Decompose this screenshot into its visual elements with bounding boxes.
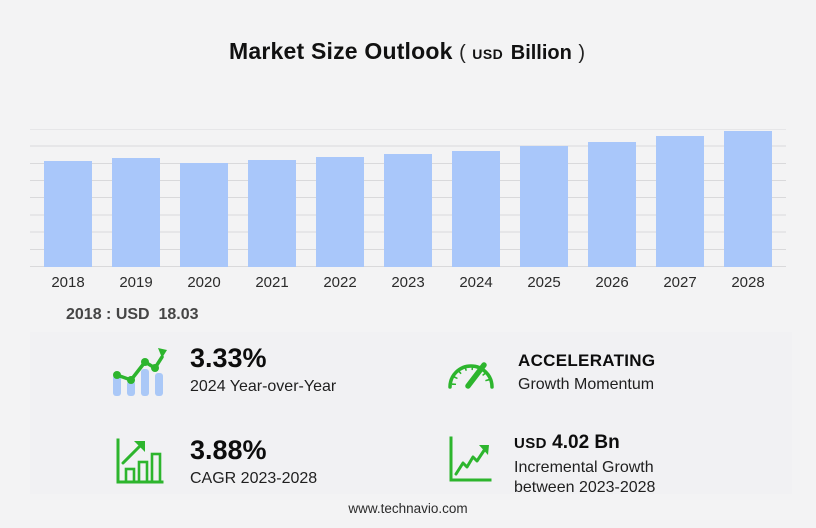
x-axis-labels: 2018 2019 2020 2021 2022 2023 2024 2025 2026 2027… (30, 274, 786, 291)
stat-cagr: 3.88% CAGR 2023-2028 (114, 435, 318, 489)
bar-2024 (452, 150, 500, 267)
speedometer-icon (448, 362, 494, 389)
incremental-growth-label: Incremental Growth between 2023-2028 (514, 458, 656, 496)
stat-incremental-growth: USD 4.02 Bn Incremental Growth between 2… (446, 432, 699, 498)
bar-series (30, 129, 786, 267)
stat-growth-momentum: ACCELERATING Growth Momentum (446, 350, 655, 395)
cagr-label: CAGR 2023-2028 (190, 469, 318, 487)
growth-chart-icon (116, 438, 164, 484)
x-axis-label-2023: 2023 (391, 274, 425, 291)
bar-2027 (656, 136, 704, 267)
growth-momentum-label: Growth Momentum (518, 376, 655, 394)
bar-2020 (180, 163, 228, 267)
x-axis-label-2024: 2024 (459, 274, 493, 291)
title-unit: Billion (510, 42, 572, 64)
yoy-growth-value: 3.33% (190, 343, 267, 373)
bar-2023 (384, 154, 432, 267)
x-axis-label-2022: 2022 (323, 274, 357, 291)
bar-2022 (316, 157, 364, 267)
bar-2021 (248, 159, 296, 267)
bar-2025 (520, 146, 568, 267)
x-axis-label-2019: 2019 (119, 274, 153, 291)
footer-url: www.technavio.com (348, 501, 468, 516)
x-axis-label-2028: 2028 (731, 274, 765, 291)
x-axis-label-2026: 2026 (595, 274, 629, 291)
x-axis-label-2020: 2020 (187, 274, 221, 291)
incremental-growth-value: USD 4.02 Bn (514, 432, 699, 455)
title-paren-open: ( (459, 42, 466, 64)
cagr-value: 3.88% (190, 435, 267, 465)
incremental-growth-currency: USD (514, 435, 547, 452)
x-axis-label-2027: 2027 (663, 274, 697, 291)
yoy-growth-label: 2024 Year-over-Year (190, 377, 337, 395)
x-axis-label-2025: 2025 (527, 274, 561, 291)
title-main: Market Size Outlook (229, 38, 453, 64)
page-title: Market Size Outlook ( USD Billion ) (0, 38, 816, 65)
stat-yoy-growth: 3.33% 2024 Year-over-Year (110, 343, 337, 398)
growth-momentum-value: ACCELERATING (518, 351, 656, 370)
x-axis-label-2018: 2018 (51, 274, 85, 291)
bar-2018 (44, 161, 92, 267)
bar-2028 (724, 130, 772, 267)
title-currency: USD (472, 46, 504, 62)
stats-panel: 3.33% 2024 Year-over-Year ACCELERATING G… (30, 332, 792, 496)
x-axis-label-2021: 2021 (255, 274, 289, 291)
bar-2019 (112, 157, 160, 267)
incremental-growth-amount: 4.02 Bn (552, 432, 620, 453)
base-year-value-annotation: 2018 : USD 18.03 (66, 306, 199, 323)
bar-chart-plot-area (30, 129, 786, 267)
bar-2026 (588, 141, 636, 267)
bar-trend-up-icon (113, 348, 167, 396)
title-paren-close: ) (578, 42, 585, 64)
incremental-growth-icon (449, 436, 492, 482)
